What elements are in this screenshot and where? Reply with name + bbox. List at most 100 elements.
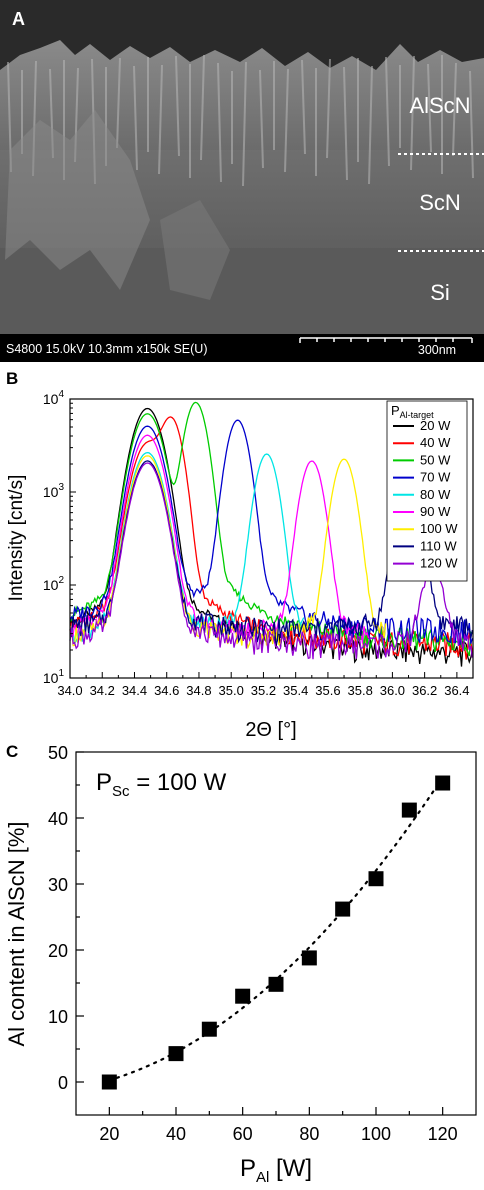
xrd-x-tick-label: 35.4 bbox=[283, 683, 308, 698]
xrd-series-line bbox=[69, 434, 370, 644]
scatter-x-tick-label: 60 bbox=[233, 1124, 253, 1144]
legend-entry-label: 50 W bbox=[420, 452, 451, 467]
xrd-y-tick-label: 104 bbox=[43, 389, 65, 407]
data-point-marker bbox=[301, 950, 317, 966]
fracture-debris-2 bbox=[160, 200, 230, 300]
grain-column bbox=[242, 61, 247, 187]
legend-entry-label: 120 W bbox=[420, 556, 458, 571]
data-point-marker bbox=[201, 1021, 217, 1037]
grain-column bbox=[116, 57, 121, 149]
y-tick-base: 10 bbox=[43, 577, 59, 593]
scatter-y-tick-label: 40 bbox=[48, 809, 68, 829]
xrd-x-tick-label: 35.6 bbox=[315, 683, 340, 698]
legend-entry-label: 90 W bbox=[420, 504, 451, 519]
xrd-x-tick-label: 34.2 bbox=[90, 683, 115, 698]
xrd-x-tick-label: 36.2 bbox=[412, 683, 437, 698]
alscn-layer bbox=[0, 40, 484, 155]
xrd-y-tick-label: 101 bbox=[43, 668, 65, 686]
xrd-y-tick-label: 102 bbox=[43, 575, 65, 593]
data-point-marker bbox=[168, 1046, 184, 1062]
scale-bar bbox=[299, 337, 473, 343]
xrd-x-tick-label: 34.4 bbox=[122, 683, 147, 698]
y-tick-base: 10 bbox=[43, 484, 59, 500]
sem-image-panel: A AlScN ScN Si S4800 15.0kV 10.3mm x150k… bbox=[0, 0, 484, 362]
data-point-marker bbox=[235, 988, 251, 1004]
legend-title-main: P bbox=[391, 403, 400, 418]
legend-title-sub: Al-target bbox=[400, 410, 435, 420]
psc-annotation: PSc = 100 W bbox=[96, 769, 227, 800]
scatter-x-tick-label: 40 bbox=[166, 1124, 186, 1144]
xrd-x-tick-label: 36.4 bbox=[444, 683, 469, 698]
grain-column bbox=[133, 65, 138, 171]
grain-column bbox=[158, 64, 163, 175]
legend-entry-label: 70 W bbox=[420, 470, 451, 485]
legend-box bbox=[386, 400, 468, 582]
data-point-marker bbox=[368, 871, 384, 887]
data-point-marker bbox=[268, 976, 284, 992]
scatter-x-tick-label: 20 bbox=[99, 1124, 119, 1144]
grain-column bbox=[200, 54, 205, 161]
si-substrate bbox=[0, 248, 484, 334]
grain-column bbox=[284, 68, 289, 173]
scatter-y-tick-label: 20 bbox=[48, 941, 68, 961]
grain-column bbox=[385, 56, 390, 167]
xrd-x-tick-label: 34.8 bbox=[186, 683, 211, 698]
xlabel-unit: [W] bbox=[269, 1155, 312, 1182]
annotation-sub: Sc bbox=[112, 783, 130, 800]
scatter-y-tick-label: 10 bbox=[48, 1007, 68, 1027]
data-point-marker bbox=[335, 901, 351, 917]
legend-entry-label: 110 W bbox=[420, 538, 457, 553]
xrd-x-axis-label: 2Θ [°] bbox=[245, 719, 296, 741]
legend-entry-label: 100 W bbox=[420, 521, 458, 536]
xrd-x-tick-label: 35.0 bbox=[219, 683, 244, 698]
xrd-plot-frame bbox=[69, 398, 474, 679]
xrd-x-tick-label: 34.6 bbox=[154, 683, 179, 698]
xrd-series-line bbox=[69, 462, 474, 661]
xrd-legend: PAl-target 20 W 40 W 50 W 70 W 80 W 90 W 100 W… bbox=[386, 400, 468, 582]
data-points bbox=[101, 775, 451, 1090]
al-content-chart-panel: C 20 40 60 80 100 120 0 10 20 30 40 50 PSc = 100 W … bbox=[0, 740, 484, 1186]
data-point-marker bbox=[401, 802, 417, 818]
layer-label-alscn: AlScN bbox=[409, 93, 470, 118]
panel-letter-a: A bbox=[12, 9, 25, 29]
xrd-series-line bbox=[69, 419, 474, 646]
grain-column bbox=[410, 55, 415, 171]
data-point-marker bbox=[435, 775, 451, 791]
grain-column bbox=[469, 70, 474, 179]
xrd-chart-panel: B 34.0 34.2 34.4 34.6 34.8 35.0 35.2 35.4 35.6 35… bbox=[0, 368, 484, 748]
grain-column bbox=[343, 66, 348, 181]
legend-title: PAl-target bbox=[391, 403, 434, 420]
legend-entry-label: 20 W bbox=[420, 418, 451, 433]
scatter-x-tick-label: 100 bbox=[361, 1124, 391, 1144]
annotation-rest: = 100 W bbox=[130, 769, 227, 796]
scatter-y-tick-label: 50 bbox=[48, 743, 68, 763]
xrd-x-tick-label: 35.2 bbox=[251, 683, 276, 698]
y-tick-base: 10 bbox=[43, 670, 59, 686]
scale-bar-label: 300nm bbox=[418, 343, 456, 357]
y-tick-exp: 4 bbox=[58, 389, 64, 400]
layer-label-scn: ScN bbox=[419, 190, 461, 215]
fracture-debris bbox=[5, 110, 150, 290]
xlabel-sub: Al bbox=[256, 1169, 269, 1185]
grain-column bbox=[301, 59, 306, 155]
xrd-x-tick-label: 34.0 bbox=[57, 683, 82, 698]
grain-column bbox=[217, 62, 222, 183]
data-point-marker bbox=[101, 1074, 117, 1090]
scatter-x-axis-label: PAl [W] bbox=[240, 1155, 312, 1185]
grain-column bbox=[452, 62, 457, 157]
sem-info-text: S4800 15.0kV 10.3mm x150k SE(U) bbox=[6, 342, 208, 356]
xrd-y-tick-label: 103 bbox=[43, 482, 65, 500]
xlabel-main: P bbox=[240, 1155, 256, 1182]
xrd-series-line bbox=[69, 401, 473, 657]
xrd-x-tick-label: 36.0 bbox=[380, 683, 405, 698]
scatter-y-tick-label: 30 bbox=[48, 875, 68, 895]
scatter-y-axis-label: Al content in AlScN [%] bbox=[4, 822, 29, 1047]
legend-entry-label: 40 W bbox=[420, 435, 451, 450]
scatter-x-tick-label: 120 bbox=[428, 1124, 458, 1144]
grain-column bbox=[427, 63, 432, 153]
layer-label-si: Si bbox=[430, 280, 450, 305]
y-tick-exp: 1 bbox=[58, 668, 64, 679]
grain-column bbox=[368, 65, 373, 185]
grain-column bbox=[175, 55, 180, 157]
y-tick-exp: 2 bbox=[58, 575, 64, 586]
